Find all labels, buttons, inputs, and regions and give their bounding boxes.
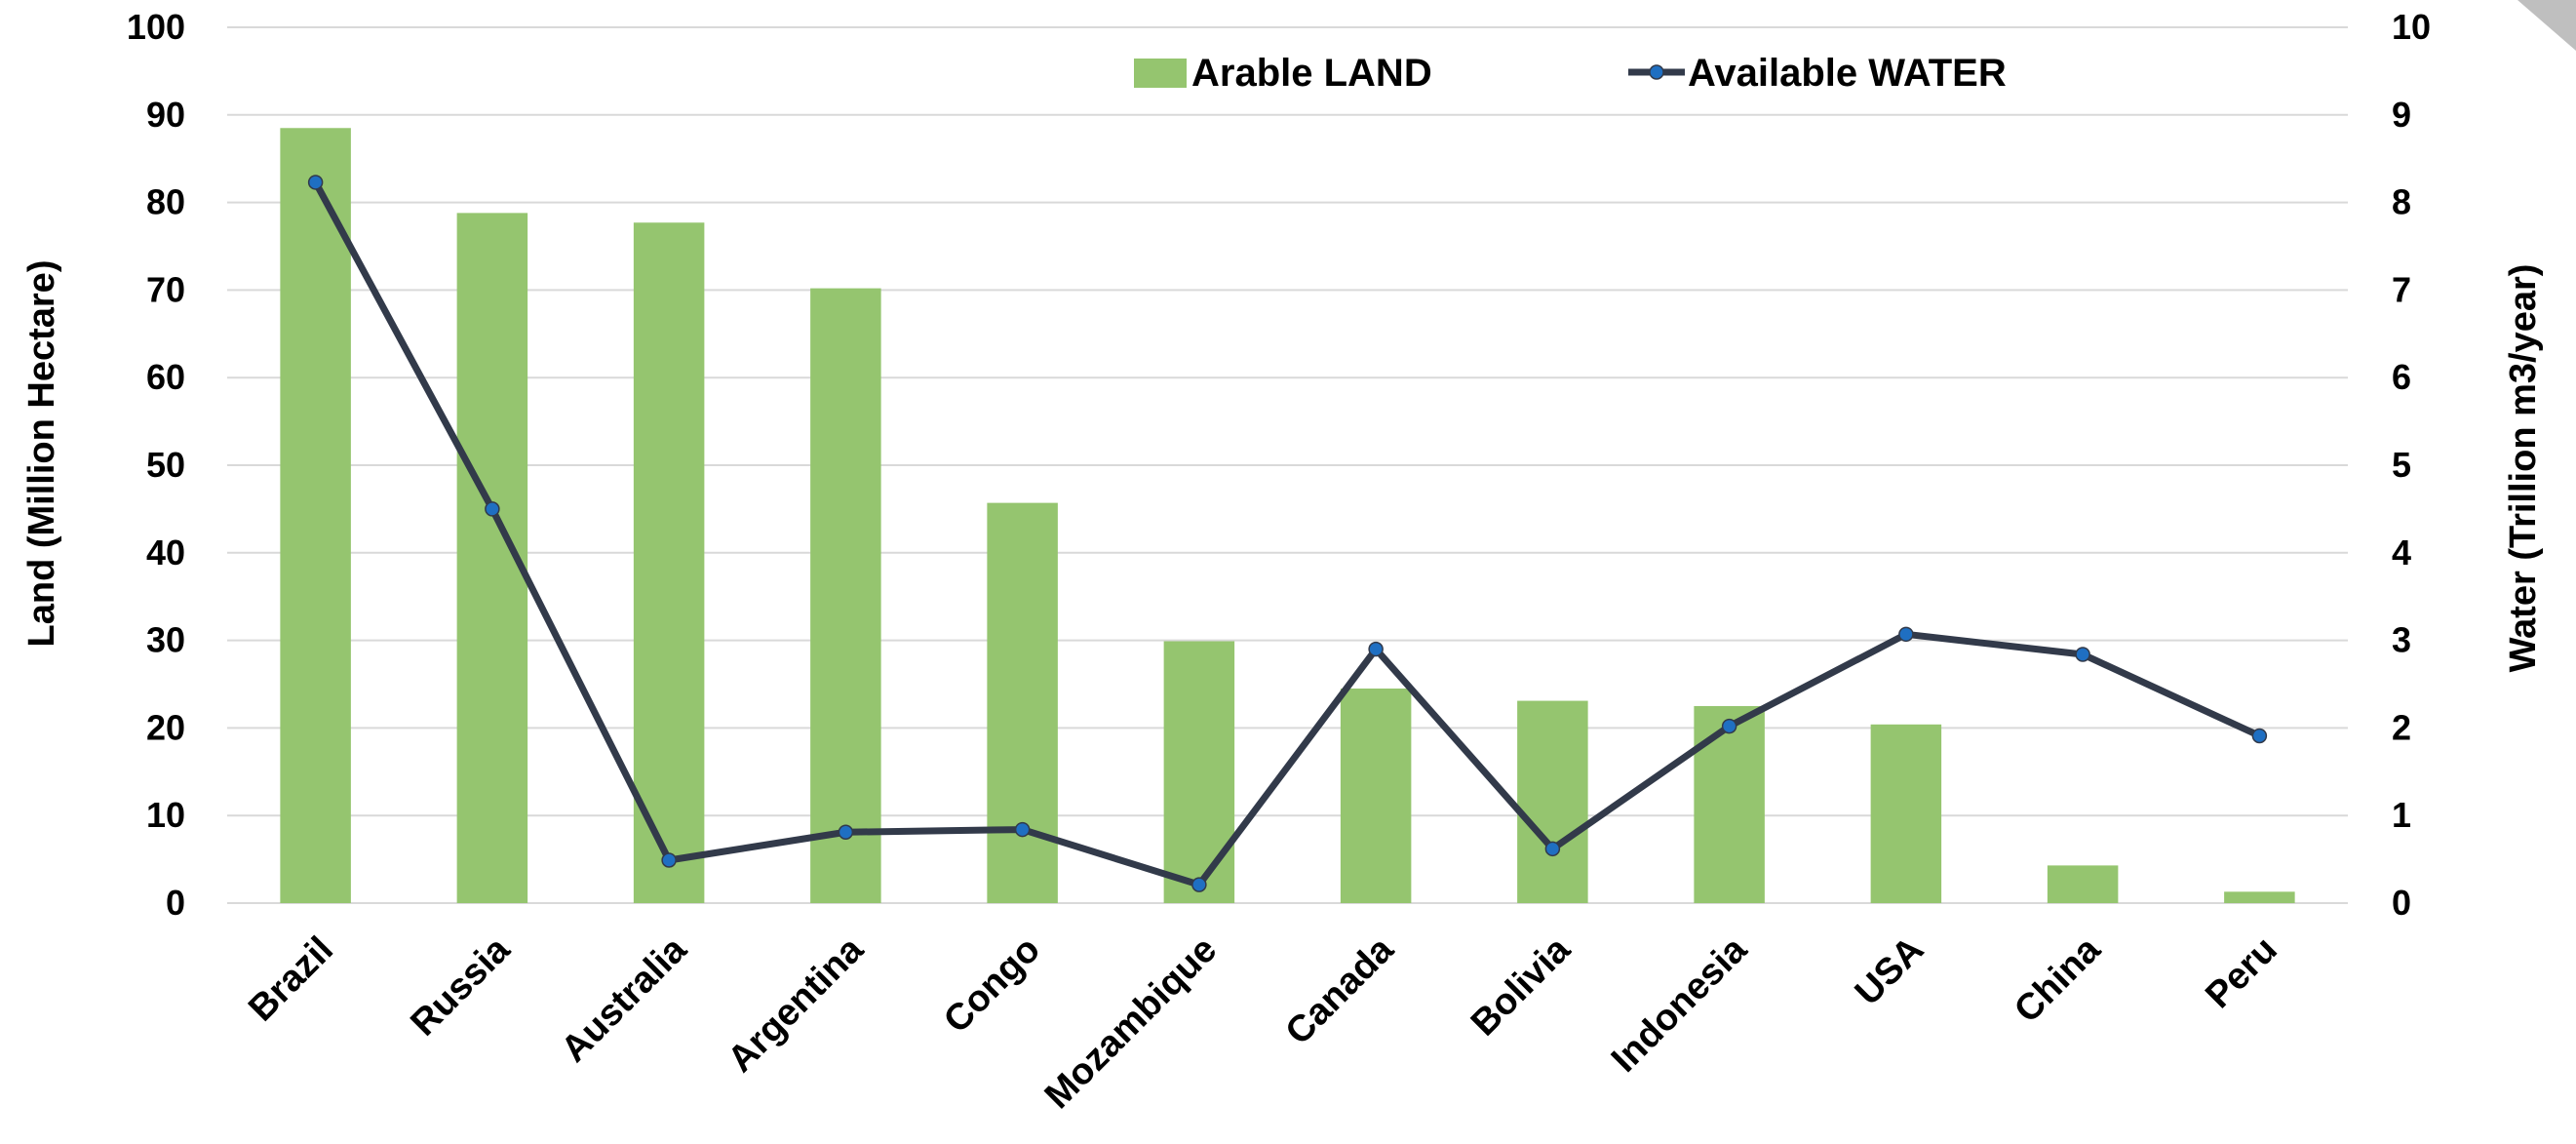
land-bars [280,128,2295,904]
left-tick-label: 40 [146,533,185,572]
right-tick-label: 10 [2392,7,2431,47]
left-tick-label: 70 [146,269,185,309]
right-tick-label: 5 [2392,445,2411,485]
bar-brazil [280,128,351,903]
point-russia [485,501,500,517]
legend-label-land: Arable LAND [1191,52,1432,95]
legend-swatch-land [1134,59,1187,88]
right-tick-label: 2 [2392,707,2411,747]
right-tick-label: 9 [2392,95,2411,135]
right-tick-label: 1 [2392,795,2411,835]
category-label: Peru [2198,929,2284,1016]
category-label: Australia [554,928,695,1070]
right-axis-title: Water (Trillion m3/year) [2503,264,2544,673]
right-tick-label: 3 [2392,620,2411,660]
water-line [307,175,2268,892]
bar-congo [987,502,1058,903]
left-tick-label: 100 [127,7,185,47]
point-usa [1898,626,1914,643]
point-peru [2251,728,2268,744]
corner-shape [2517,0,2576,51]
right-tick-label: 8 [2392,182,2411,222]
category-label: Bolivia [1464,928,1579,1044]
category-label: China [2007,928,2109,1031]
category-label: Congo [936,929,1048,1042]
left-axis-ticks: 0 10 20 30 40 50 60 70 80 90 100 [127,7,185,923]
right-tick-label: 7 [2392,269,2411,309]
left-tick-label: 90 [146,95,185,135]
left-axis-title: Land (Million Hectare) [21,260,62,648]
water-series-line [312,180,2261,888]
point-brazil [307,175,324,190]
left-tick-label: 60 [146,357,185,397]
point-bolivia [1544,841,1561,857]
category-label: Indonesia [1604,928,1756,1081]
bar-argentina [810,288,881,903]
bar-china [2047,865,2119,903]
left-tick-label: 30 [146,620,185,660]
right-tick-label: 0 [2392,883,2411,923]
category-label: USA [1848,929,1932,1013]
bar-mozambique [1163,641,1235,903]
gridlines [227,26,2348,904]
category-label: Brazil [241,929,341,1030]
left-tick-label: 10 [146,795,185,835]
category-labels: Brazil Russia Australia Argentina CongoMozam… [241,928,2285,1117]
bar-bolivia [1517,700,1588,903]
right-tick-label: 4 [2392,533,2411,572]
point-canada [1368,641,1384,657]
left-tick-label: 80 [146,182,185,222]
point-china [2075,647,2090,662]
legend-marker-water [1649,64,1664,80]
legend: Arable LAND Available WATER [1134,52,2007,95]
bar-peru [2224,891,2295,903]
point-indonesia [1721,718,1737,734]
left-tick-label: 50 [146,445,185,485]
right-axis-ticks: 0 1 2 3 4 5 6 7 8 9 10 [2392,7,2431,923]
category-label: Mozambique [1037,929,1225,1117]
point-australia [661,852,677,868]
category-label: Argentina [721,928,873,1081]
category-label: Canada [1278,928,1402,1052]
point-argentina [838,824,854,841]
left-tick-label: 20 [146,707,185,747]
bar-usa [1870,724,1942,903]
legend-label-water: Available WATER [1688,52,2007,95]
left-tick-label: 0 [166,883,185,923]
right-tick-label: 6 [2392,357,2411,397]
category-label: Russia [403,928,518,1044]
bar-australia [633,222,705,903]
bar-canada [1340,688,1412,903]
point-congo [1014,821,1031,838]
point-mozambique [1191,877,1207,892]
bar-indonesia [1694,705,1765,903]
